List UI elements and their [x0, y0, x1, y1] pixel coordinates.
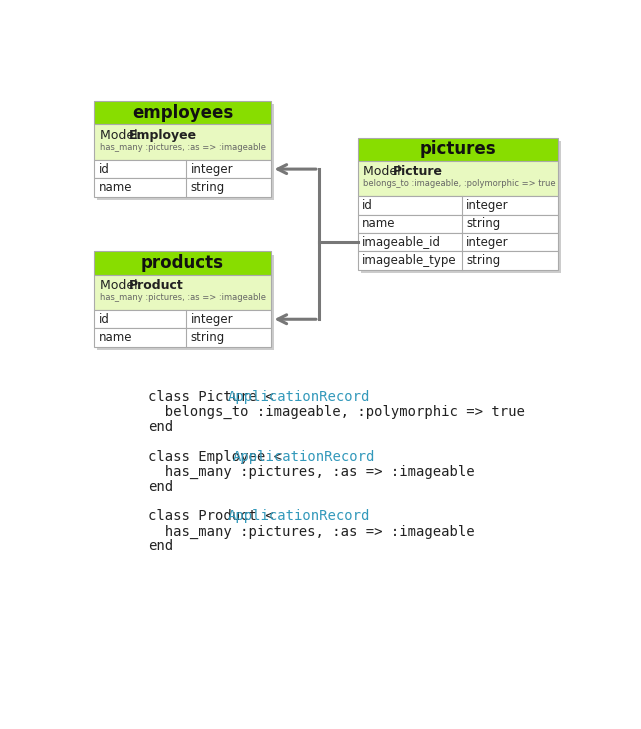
Text: ApplicationRecord: ApplicationRecord — [228, 390, 370, 404]
Bar — [94, 310, 271, 329]
Text: name: name — [99, 181, 132, 194]
Bar — [94, 252, 271, 275]
Bar — [358, 160, 558, 196]
Text: has_many :pictures, :as => :imageable: has_many :pictures, :as => :imageable — [99, 143, 265, 152]
Text: belongs_to :imageable, :polymorphic => true: belongs_to :imageable, :polymorphic => t… — [148, 405, 525, 419]
Text: employees: employees — [132, 104, 233, 122]
Text: has_many :pictures, :as => :imageable: has_many :pictures, :as => :imageable — [148, 465, 475, 479]
Text: id: id — [362, 199, 373, 212]
Bar — [94, 275, 271, 310]
Text: has_many :pictures, :as => :imageable: has_many :pictures, :as => :imageable — [148, 524, 475, 539]
Text: Employee: Employee — [129, 129, 197, 141]
Bar — [94, 329, 271, 347]
Text: integer: integer — [466, 235, 509, 249]
Text: has_many :pictures, :as => :imageable: has_many :pictures, :as => :imageable — [99, 293, 265, 303]
Text: integer: integer — [190, 163, 233, 176]
Bar — [97, 104, 274, 200]
Text: end: end — [148, 539, 174, 553]
Text: products: products — [141, 254, 224, 272]
Text: string: string — [190, 331, 225, 344]
Text: Model:: Model: — [99, 129, 146, 141]
Text: id: id — [99, 313, 110, 326]
Text: ApplicationRecord: ApplicationRecord — [228, 510, 370, 523]
Text: string: string — [466, 254, 501, 268]
Bar — [94, 160, 271, 179]
Bar — [97, 254, 274, 350]
Text: imageable_id: imageable_id — [362, 235, 441, 249]
Text: class Product <: class Product < — [148, 510, 282, 523]
Text: end: end — [148, 420, 174, 434]
Bar — [361, 141, 561, 273]
Text: belongs_to :imageable, :polymorphic => true: belongs_to :imageable, :polymorphic => t… — [363, 179, 556, 188]
Bar — [358, 214, 558, 233]
Text: end: end — [148, 480, 174, 494]
Bar — [94, 125, 271, 160]
Text: Model:: Model: — [99, 279, 146, 292]
Text: integer: integer — [190, 313, 233, 326]
Bar — [358, 252, 558, 270]
Text: id: id — [99, 163, 110, 176]
Text: string: string — [466, 217, 501, 230]
Text: Model:: Model: — [363, 165, 409, 178]
Bar — [358, 138, 558, 160]
Text: ApplicationRecord: ApplicationRecord — [233, 450, 375, 464]
Text: pictures: pictures — [419, 140, 496, 158]
Text: string: string — [190, 181, 225, 194]
Text: Picture: Picture — [393, 165, 443, 178]
Bar — [358, 196, 558, 214]
Text: Product: Product — [129, 279, 184, 292]
Bar — [94, 101, 271, 125]
Text: class Employee <: class Employee < — [148, 450, 291, 464]
Text: name: name — [362, 217, 395, 230]
Text: name: name — [99, 331, 132, 344]
Text: integer: integer — [466, 199, 509, 212]
Text: class Picture <: class Picture < — [148, 390, 282, 404]
Bar — [94, 179, 271, 197]
Text: imageable_type: imageable_type — [362, 254, 457, 268]
Bar — [358, 233, 558, 252]
